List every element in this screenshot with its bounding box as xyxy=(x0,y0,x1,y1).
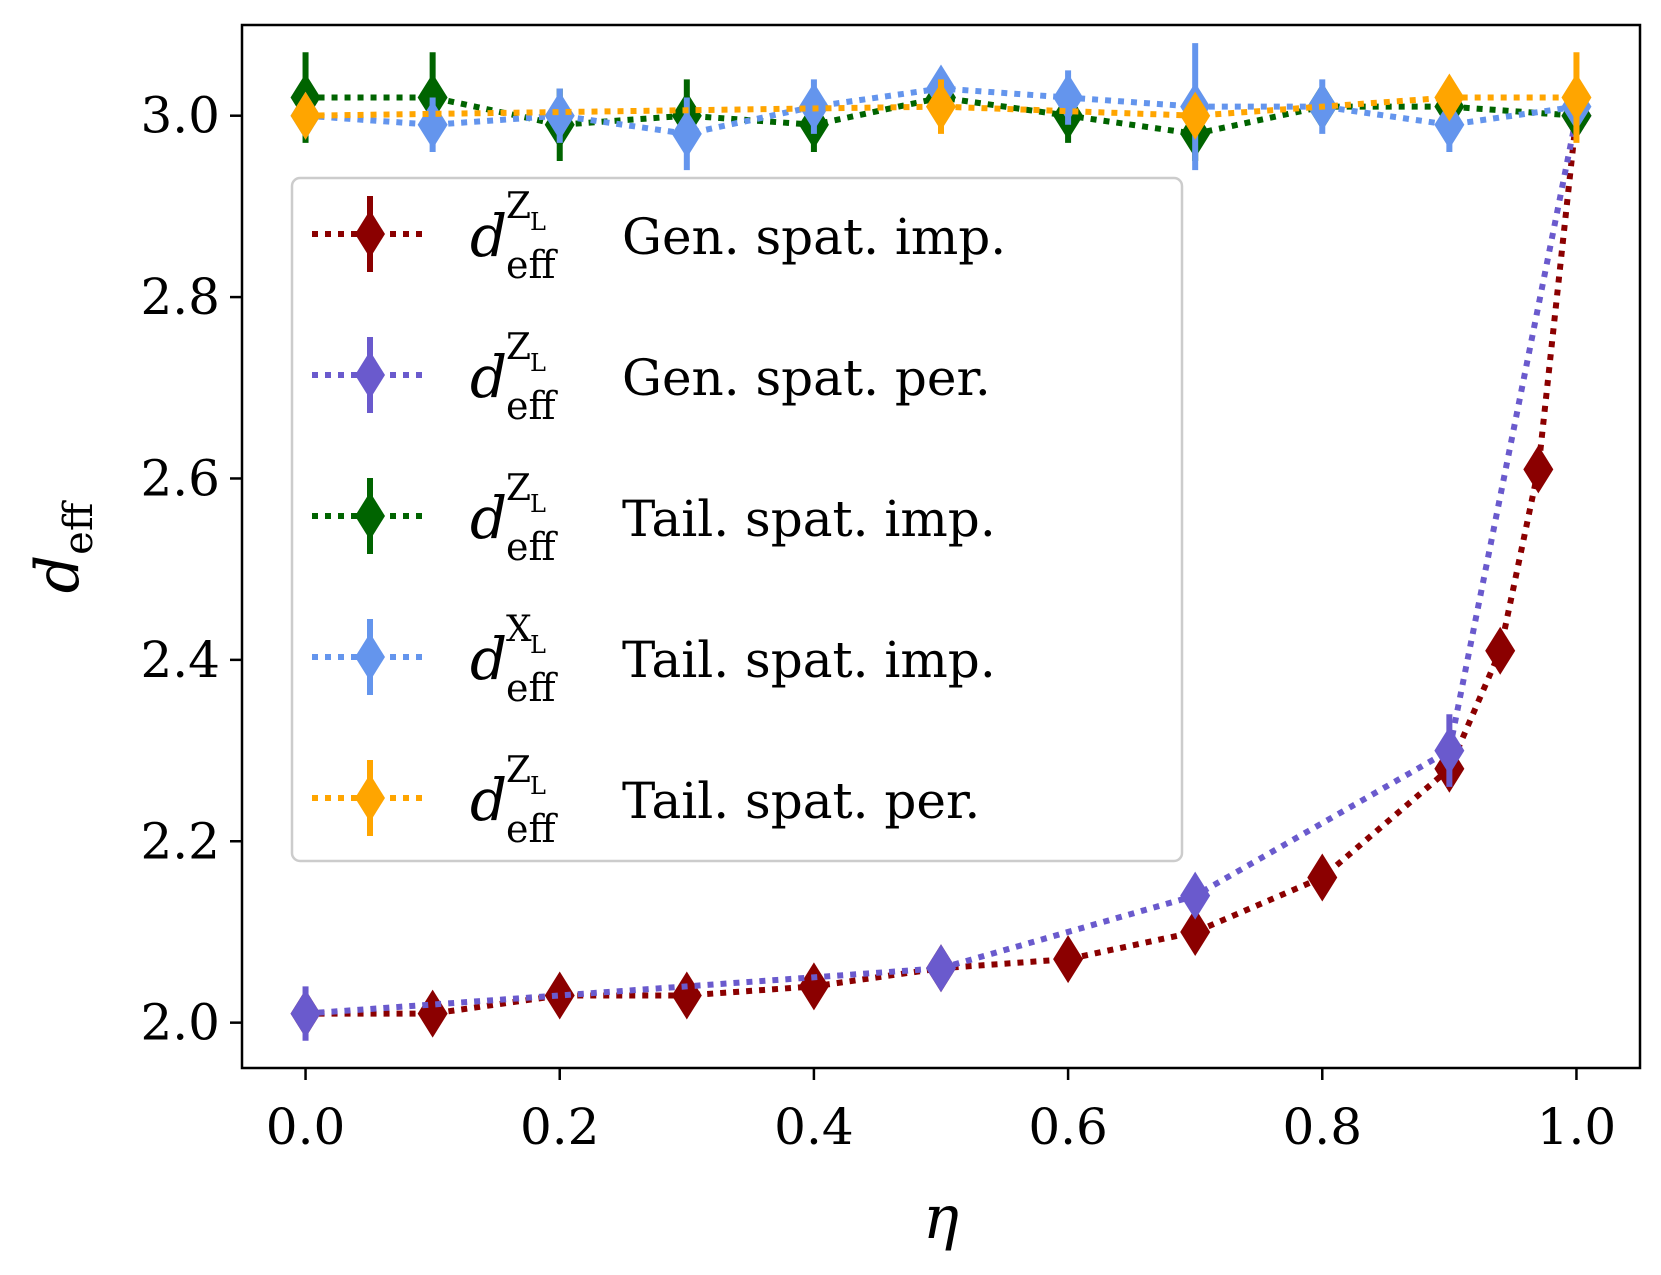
legend-label: Tail. spat. imp. xyxy=(622,490,996,548)
y-tick-label: 2.4 xyxy=(140,631,220,689)
data-point xyxy=(544,971,575,1020)
legend-symbol-sub: eff xyxy=(506,243,558,287)
legend-marker xyxy=(355,210,385,258)
legend-symbol-supsub: L xyxy=(530,349,546,377)
legend-marker xyxy=(355,351,385,399)
data-point xyxy=(1180,91,1211,140)
data-point xyxy=(1561,73,1592,122)
legend-symbol: d xyxy=(470,484,507,552)
data-point xyxy=(1053,935,1084,984)
legend-entry-3: deff XL Tail. spat. imp. xyxy=(312,609,996,710)
legend-box xyxy=(290,176,1184,863)
data-point xyxy=(798,962,829,1011)
y-axis-label-main: d xyxy=(23,555,93,593)
x-tick-label: 0.0 xyxy=(266,1098,346,1156)
data-point xyxy=(1307,853,1338,902)
x-tick-label: 0.2 xyxy=(520,1098,600,1156)
legend-label: Gen. spat. imp. xyxy=(622,208,1006,266)
y-tick-label: 2.2 xyxy=(140,812,220,870)
legend-symbol-supsub: L xyxy=(530,631,546,659)
legend-symbol-sub: eff xyxy=(506,384,558,428)
data-point xyxy=(1180,907,1211,956)
legend-symbol-sup: X xyxy=(506,609,532,650)
legend-symbol-sup: Z xyxy=(506,468,531,509)
legend-symbol-supsub: L xyxy=(530,208,546,236)
data-point xyxy=(1180,871,1211,920)
axes-frame xyxy=(240,23,1642,1070)
legend-marker xyxy=(355,633,385,681)
x-axis-label: η xyxy=(923,1183,959,1253)
legend-entry-0: deff ZL Gen. spat. imp. xyxy=(312,186,1006,287)
legend-marker xyxy=(355,774,385,822)
y-tick-label: 2.8 xyxy=(140,268,220,326)
legend-symbol-supsub: L xyxy=(530,772,546,800)
legend-symbol-supsub: L xyxy=(530,490,546,518)
legend-symbol-sub: eff xyxy=(506,525,558,569)
legend-symbol: d xyxy=(470,766,507,834)
legend-symbol: d xyxy=(470,625,507,693)
data-point xyxy=(544,91,575,140)
x-tick-label: 0.6 xyxy=(1028,1098,1108,1156)
legend-entry-2: deff ZL Tail. spat. imp. xyxy=(312,468,996,569)
y-axis-label: deff xyxy=(23,500,102,593)
legend-symbol-sup: Z xyxy=(506,750,531,791)
data-point xyxy=(671,109,702,158)
y-tick-label: 2.6 xyxy=(140,449,220,507)
legend-symbol-sub: eff xyxy=(506,807,558,851)
x-tick-label: 0.4 xyxy=(774,1098,854,1156)
series-4 xyxy=(290,52,1592,143)
data-point xyxy=(290,91,321,140)
x-tick-label: 1.0 xyxy=(1537,1098,1617,1156)
legend-symbol-sup: Z xyxy=(506,327,531,368)
data-point xyxy=(1485,626,1516,675)
x-tick-label: 0.8 xyxy=(1283,1098,1363,1156)
legend-symbol-sub: eff xyxy=(506,666,558,710)
y-axis-label-sub: eff xyxy=(56,500,102,555)
data-point xyxy=(1434,726,1465,775)
legend-label: Tail. spat. per. xyxy=(622,772,980,830)
legend-label: Gen. spat. per. xyxy=(622,349,991,407)
legend-marker xyxy=(355,492,385,540)
legend-symbol-sup: Z xyxy=(506,186,531,227)
data-point xyxy=(1434,73,1465,122)
data-point xyxy=(290,989,321,1038)
legend-label: Tail. spat. imp. xyxy=(622,631,996,689)
y-tick-label: 3.0 xyxy=(140,87,220,145)
legend-symbol: d xyxy=(470,202,507,270)
data-point xyxy=(1434,100,1465,149)
data-point xyxy=(671,971,702,1020)
data-point xyxy=(926,944,956,993)
legend-symbol: d xyxy=(470,343,507,411)
legend-entry-4: deff ZL Tail. spat. per. xyxy=(312,750,980,851)
legend-entry-1: deff ZL Gen. spat. per. xyxy=(312,327,991,428)
data-point xyxy=(1523,445,1554,494)
data-point xyxy=(926,82,956,131)
axes: 0.0 0.2 0.4 0.6 0.8 1.0 2.0 2.2 2.4 2.6 2.8 3.0 xyxy=(140,23,1642,1156)
y-tick-label: 2.0 xyxy=(140,994,220,1052)
plot-area xyxy=(290,43,1592,1041)
